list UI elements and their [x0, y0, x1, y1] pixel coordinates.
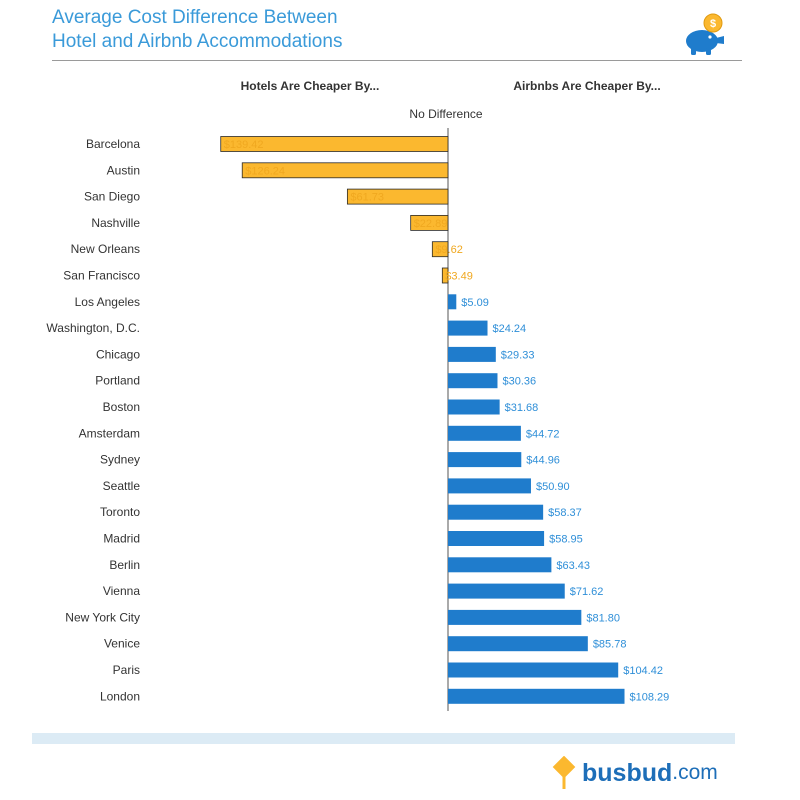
title-line-1: Average Cost Difference Between: [52, 7, 338, 28]
data-label-san-diego: $61.73: [350, 192, 384, 204]
left-heading: Hotels Are Cheaper By...: [241, 79, 380, 93]
bar-airbnb-seattle: [448, 478, 531, 494]
footer-band: [32, 733, 735, 744]
data-label-venice: $85.78: [593, 639, 627, 651]
data-label-sydney: $44.96: [526, 455, 560, 467]
bar-hotel-san-francisco: [441, 267, 449, 284]
category-label-san-diego: San Diego: [84, 190, 140, 204]
bar-hotel-austin: [241, 162, 449, 179]
bar-airbnb-vienna: [448, 583, 565, 599]
category-label-seattle: Seattle: [103, 479, 141, 493]
data-label-toronto: $58.37: [548, 507, 582, 519]
bar-airbnb-sydney: [448, 452, 522, 468]
category-label-amsterdam: Amsterdam: [79, 426, 140, 440]
category-label-vienna: Vienna: [103, 584, 140, 598]
category-label-toronto: Toronto: [100, 505, 140, 519]
category-label-madrid: Madrid: [103, 532, 140, 546]
bar-airbnb-madrid: [448, 531, 545, 546]
busbud-logo-icon: [552, 756, 576, 789]
bar-airbnb-washington-d-c: [448, 320, 488, 336]
category-label-barcelona: Barcelona: [86, 137, 140, 151]
category-label-new-orleans: New Orleans: [71, 242, 140, 256]
category-label-london: London: [100, 689, 140, 703]
category-label-berlin: Berlin: [109, 558, 140, 572]
bar-hotel-nashville: [410, 214, 449, 231]
data-label-barcelona: $139.42: [224, 139, 264, 151]
chart-title: Average Cost Difference Between Hotel an…: [52, 6, 342, 54]
category-label-new-york-city: New York City: [65, 610, 140, 624]
bar-airbnb-new-york-city: [448, 609, 582, 625]
category-label-nashville: Nashville: [91, 216, 140, 230]
data-label-london: $108.29: [630, 691, 670, 703]
data-label-washington-d-c: $24.24: [493, 323, 527, 335]
bar-hotel-barcelona: [220, 136, 449, 152]
bar-hotel-new-orleans: [431, 241, 449, 258]
data-label-berlin: $63.43: [556, 560, 590, 572]
piggy-bank-icon: $: [686, 13, 724, 55]
data-label-amsterdam: $44.72: [526, 428, 560, 440]
data-label-new-orleans: $9.62: [435, 244, 463, 256]
category-label-sydney: Sydney: [100, 453, 140, 467]
brand: busbud .com: [552, 755, 718, 791]
category-label-chicago: Chicago: [96, 347, 140, 361]
data-label-portland: $30.36: [502, 376, 536, 388]
category-label-washington-d-c: Washington, D.C.: [46, 321, 140, 335]
data-label-new-york-city: $81.80: [586, 612, 620, 624]
data-label-san-francisco: $3.49: [445, 271, 473, 283]
cost-difference-chart: Hotels Are Cheaper By... Airbnbs Are Che…: [46, 79, 670, 711]
bar-airbnb-los-angeles: [448, 294, 457, 310]
data-label-chicago: $29.33: [501, 349, 535, 361]
title-divider: [52, 60, 742, 61]
bar-hotel-san-diego: [346, 188, 449, 205]
category-label-boston: Boston: [103, 400, 140, 414]
bars-group: Barcelona $139.42 Austin $126.24 San Diego $6…: [46, 136, 670, 704]
bar-airbnb-chicago: [448, 346, 496, 362]
category-label-san-francisco: San Francisco: [63, 269, 140, 283]
category-label-austin: Austin: [107, 163, 140, 177]
data-label-seattle: $50.90: [536, 481, 570, 493]
data-label-boston: $31.68: [505, 402, 539, 414]
category-label-los-angeles: Los Angeles: [75, 295, 140, 309]
brand-suffix: .com: [672, 761, 718, 784]
data-label-madrid: $58.95: [549, 534, 583, 546]
data-label-austin: $126.24: [245, 165, 285, 177]
bar-airbnb-amsterdam: [448, 425, 521, 441]
center-label: No Difference: [409, 107, 482, 121]
bar-airbnb-berlin: [448, 557, 552, 573]
bar-airbnb-paris: [448, 662, 619, 678]
svg-text:$: $: [710, 18, 716, 30]
data-label-vienna: $71.62: [570, 586, 604, 598]
data-label-nashville: $22.89: [414, 218, 448, 230]
right-heading: Airbnbs Are Cheaper By...: [513, 79, 660, 93]
bar-airbnb-toronto: [448, 504, 544, 520]
title-line-2: Hotel and Airbnb Accommodations: [52, 31, 343, 52]
category-label-paris: Paris: [113, 663, 140, 677]
data-label-los-angeles: $5.09: [461, 297, 489, 309]
category-label-venice: Venice: [104, 637, 140, 651]
bar-airbnb-venice: [448, 636, 588, 652]
data-label-paris: $104.42: [623, 665, 663, 677]
bar-airbnb-boston: [448, 399, 500, 415]
brand-name: busbud: [582, 758, 673, 787]
bar-airbnb-portland: [448, 373, 498, 389]
category-label-portland: Portland: [95, 374, 140, 388]
bar-airbnb-london: [448, 688, 625, 704]
